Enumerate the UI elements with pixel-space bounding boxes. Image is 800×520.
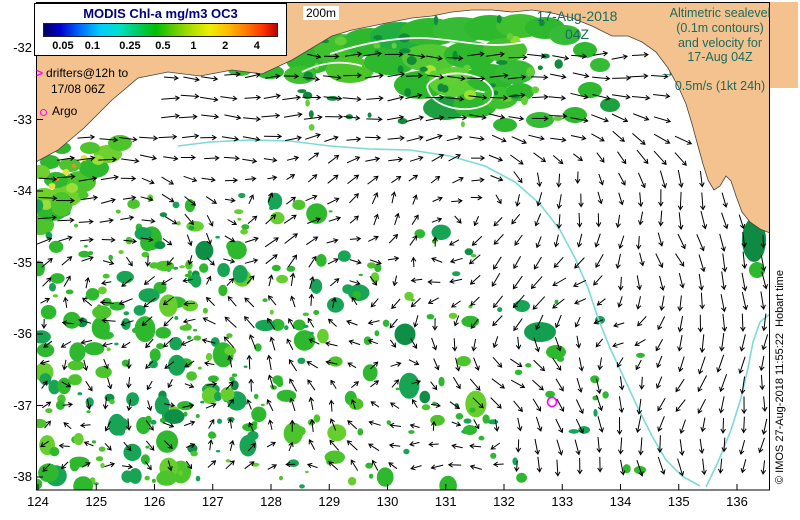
drifter-symbol-icon: > bbox=[36, 66, 44, 80]
argo-label: Argo bbox=[52, 104, 78, 118]
lat-tick-label: -32 bbox=[13, 40, 32, 55]
legend-tick-label: 0.25 bbox=[119, 40, 141, 52]
velocity-scale-arrow-icon: → bbox=[659, 64, 675, 81]
altimetry-line: 17-Aug 04Z bbox=[687, 50, 753, 65]
altimetry-line: and velocity for bbox=[677, 35, 763, 50]
lon-tick-label: 128 bbox=[260, 494, 282, 509]
altimetry-info: Altimetric sealevel (0.1m contours) and … bbox=[645, 6, 795, 94]
lon-tick-label: 132 bbox=[493, 494, 515, 509]
legend-tick-label: 0.1 bbox=[84, 40, 100, 52]
lat-tick-label: -34 bbox=[13, 183, 32, 198]
lon-tick-label: 133 bbox=[551, 494, 574, 509]
legend-tick-label: 2 bbox=[222, 40, 229, 52]
drifters-text-line2: 17/08 06Z bbox=[51, 81, 106, 96]
lon-tick-label: 136 bbox=[726, 494, 748, 509]
isobath-200m-line bbox=[177, 139, 770, 488]
lon-tick-label: 124 bbox=[27, 494, 49, 509]
lon-tick-label: 131 bbox=[434, 494, 457, 509]
legend-tick-label: 4 bbox=[253, 40, 260, 52]
lat-tick-label: -38 bbox=[13, 469, 32, 484]
legend-tick-label: 1 bbox=[190, 40, 197, 52]
date-label: 17-Aug-2018 04Z bbox=[512, 8, 642, 43]
lon-tick-label: 130 bbox=[376, 494, 399, 509]
legend-tick-label: 0.5 bbox=[155, 40, 171, 52]
altimetry-line: (0.1m contours) bbox=[676, 20, 764, 35]
sealevel-contours-white bbox=[301, 37, 567, 110]
altimetry-line: Altimetric sealevel bbox=[669, 6, 771, 20]
legend-tick-label: 0.05 bbox=[52, 40, 74, 52]
land-margin-corner bbox=[770, 2, 798, 88]
map-layers bbox=[36, 2, 770, 490]
copyright-vertical-text: © IMOS 27-Aug-2018 11:55:22 Hobart time bbox=[774, 270, 786, 484]
lon-tick-label: 134 bbox=[609, 494, 632, 509]
chl-legend: MODIS Chl-a mg/m3 OC3 0.05 0.1 0.25 0.5 1 2 4 bbox=[34, 3, 287, 56]
depth-contour-label: 200m bbox=[303, 6, 340, 20]
velocity-scale-text: 0.5m/s (1kt 24h) bbox=[674, 79, 766, 93]
argo-legend: Argo bbox=[40, 104, 77, 118]
velocity-arrows bbox=[36, 50, 769, 477]
map-border bbox=[36, 2, 770, 491]
lat-tick-label: -35 bbox=[13, 254, 32, 270]
lon-tick-label: 125 bbox=[85, 494, 108, 509]
argo-float-marker bbox=[546, 396, 558, 408]
drifters-legend: > drifters@12h to 17/08 06Z bbox=[36, 66, 128, 97]
lat-tick-label: -33 bbox=[13, 111, 32, 127]
lon-tick-label: 127 bbox=[201, 494, 224, 509]
lon-tick-label: 135 bbox=[667, 494, 690, 509]
argo-symbol-icon bbox=[40, 109, 47, 116]
date-line1: 17-Aug-2018 bbox=[536, 8, 618, 24]
lon-tick-label: 126 bbox=[143, 494, 166, 509]
lon-tick-label: 129 bbox=[318, 494, 341, 509]
lat-tick-label: -37 bbox=[13, 397, 32, 413]
date-line2: 04Z bbox=[564, 25, 590, 42]
drifters-text-line1: drifters@12h to bbox=[46, 66, 129, 80]
legend-title: MODIS Chl-a mg/m3 OC3 bbox=[83, 6, 238, 21]
lat-tick-label: -36 bbox=[13, 326, 32, 341]
chl-colorbar bbox=[43, 23, 278, 37]
legend-tick-labels: 0.05 0.1 0.25 0.5 1 2 4 bbox=[43, 40, 278, 55]
